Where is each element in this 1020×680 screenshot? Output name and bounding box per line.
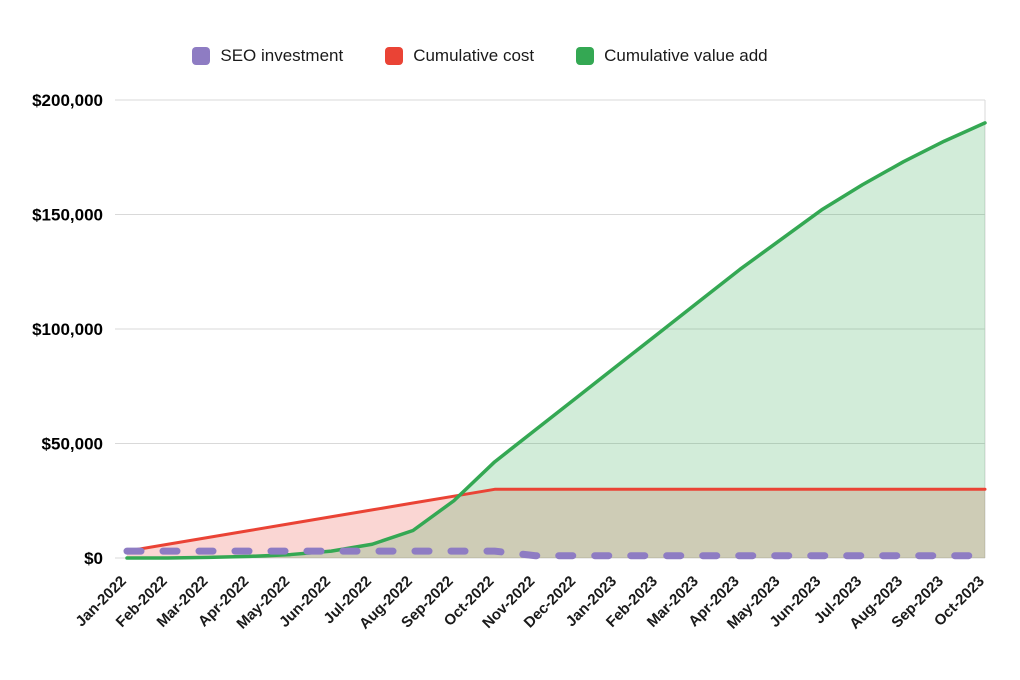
legend-label-seo-investment: SEO investment	[220, 46, 344, 65]
y-axis-tick-label: $50,000	[42, 435, 103, 454]
legend-item-cumulative-value-add: Cumulative value add	[576, 46, 768, 66]
legend-item-seo-investment: SEO investment	[192, 46, 343, 66]
y-axis-tick-label: $0	[84, 549, 103, 568]
legend-label-cumulative-cost: Cumulative cost	[413, 46, 535, 65]
y-axis-tick-label: $200,000	[32, 91, 103, 110]
cumulative-cost-line	[125, 487, 987, 553]
chart-legend: SEO investment Cumulative cost Cumulativ…	[0, 46, 960, 66]
legend-item-cumulative-cost: Cumulative cost	[385, 46, 534, 66]
y-axis-tick-label: $100,000	[32, 320, 103, 339]
legend-label-cumulative-value-add: Cumulative value add	[604, 46, 768, 65]
cumulative-value-add-swatch-icon	[576, 47, 595, 65]
cumulative-cost-swatch-icon	[385, 47, 404, 65]
cumulative-value-add-area	[127, 122, 985, 559]
seo-investment-line	[123, 547, 989, 560]
cumulative-value-add-line	[125, 121, 987, 560]
cumulative-cost-area	[127, 489, 985, 558]
seo-investment-swatch-icon	[192, 47, 211, 65]
y-axis-tick-label: $150,000	[32, 206, 103, 225]
